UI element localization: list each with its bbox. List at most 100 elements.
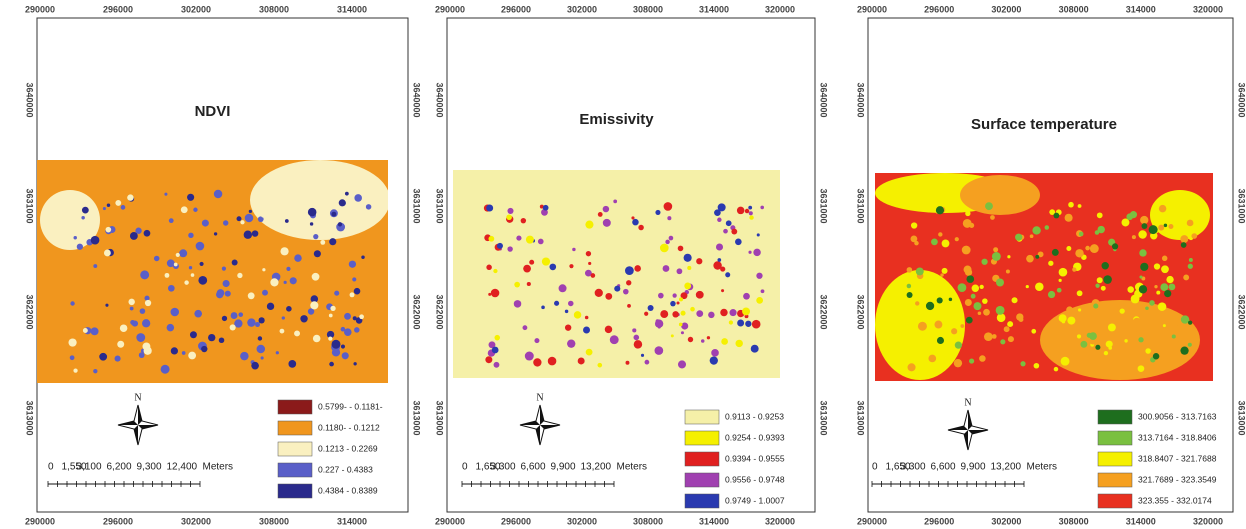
raster-cell [1065, 214, 1073, 222]
raster-cell [314, 250, 321, 257]
legend-label: 300.9056 - 313.7163 [1138, 411, 1217, 421]
raster-cell [1077, 290, 1083, 296]
raster-cell [614, 286, 620, 292]
raster-cell [1098, 226, 1105, 233]
raster-cell [136, 333, 145, 342]
x-tick-label: 308000 [1059, 516, 1089, 526]
raster-cell [261, 214, 264, 217]
raster-cell [310, 222, 313, 225]
raster-cell [1068, 202, 1074, 208]
raster-cell [1062, 320, 1066, 324]
raster-cell [284, 281, 287, 284]
legend-label: 0.1180- - 0.1212 [318, 422, 380, 432]
raster-cell [176, 253, 180, 257]
raster-cell [527, 282, 531, 286]
raster-cell [130, 307, 134, 311]
raster-cell [971, 294, 976, 299]
raster-cell [631, 216, 634, 219]
raster-cell [285, 219, 289, 223]
raster-cell [1181, 315, 1189, 323]
raster-cell [1156, 291, 1160, 295]
raster-cell [660, 244, 669, 253]
raster-cell [329, 314, 333, 318]
raster-cell [969, 358, 974, 363]
raster-cell [1191, 233, 1197, 239]
raster-cell [559, 284, 567, 292]
raster-cell [354, 327, 360, 333]
raster-cell [1147, 314, 1154, 321]
raster-cell [255, 322, 260, 327]
raster-cell [701, 339, 705, 343]
y-tick-label: 3631000 [819, 188, 829, 223]
raster-cell [696, 258, 702, 264]
north-label: N [536, 392, 543, 403]
raster-cell [708, 312, 714, 318]
raster-cell [549, 264, 556, 271]
y-tick-label: 3640000 [1237, 82, 1246, 117]
raster-cell [1164, 290, 1171, 297]
raster-cell [748, 206, 752, 210]
raster-cell [676, 302, 679, 305]
raster-cell [270, 278, 278, 286]
raster-cell [717, 258, 721, 262]
raster-cell [188, 352, 196, 360]
raster-cell [1048, 291, 1055, 298]
raster-cell [140, 270, 149, 279]
raster-cell [329, 362, 334, 367]
y-tick-label: 3613000 [25, 400, 35, 435]
raster-cell [677, 268, 683, 274]
raster-cell [735, 239, 742, 246]
raster-cell [655, 346, 664, 355]
scale-unit: Meters [203, 462, 234, 473]
raster-cell [554, 301, 559, 306]
raster-cell [507, 208, 513, 214]
raster-cell [641, 354, 644, 357]
legend-label: 0.9113 - 0.9253 [725, 411, 784, 421]
raster-cell [572, 248, 575, 251]
raster-cell [1054, 367, 1059, 372]
raster-cell [1106, 356, 1109, 359]
raster-cell [660, 310, 668, 318]
raster-cell [70, 355, 75, 360]
raster-cell [1059, 279, 1062, 282]
scale-label: 3,300 [901, 462, 926, 473]
raster-cell [1168, 224, 1173, 229]
raster-cell [936, 206, 944, 214]
raster-cell [567, 339, 575, 347]
raster-cell [696, 291, 704, 299]
x-tick-label: 314000 [1126, 4, 1156, 14]
raster-cell [955, 237, 959, 241]
raster-cell [723, 229, 728, 234]
y-tick-label: 3622000 [412, 294, 422, 329]
raster-cell [349, 261, 356, 268]
scale-unit: Meters [1027, 462, 1058, 473]
raster-cell [142, 319, 150, 327]
raster-cell [1149, 225, 1158, 234]
raster-cell [492, 347, 499, 354]
raster-cell [753, 249, 760, 256]
raster-patch [1150, 190, 1210, 240]
raster-cell [280, 329, 285, 334]
legend-swatch [278, 400, 312, 414]
raster-cell [972, 285, 979, 292]
raster-cell [214, 190, 222, 198]
raster-cell [1067, 317, 1075, 325]
raster-cell [165, 273, 170, 278]
raster-cell [230, 324, 236, 330]
legend-label: 0.9556 - 0.9748 [725, 474, 785, 484]
raster-cell [259, 317, 265, 323]
raster-cell [721, 289, 724, 292]
raster-cell [1180, 235, 1188, 243]
raster-cell [665, 240, 669, 244]
raster-cell [145, 300, 151, 306]
raster-cell [198, 276, 207, 285]
raster-cell [491, 289, 500, 298]
raster-cell [756, 273, 762, 279]
raster-cell [1136, 331, 1139, 334]
raster-cell [237, 273, 242, 278]
raster-cell [182, 351, 186, 355]
raster-cell [144, 230, 151, 237]
raster-cell [74, 236, 77, 239]
raster-cell [1030, 234, 1034, 238]
raster-cell [350, 292, 355, 297]
